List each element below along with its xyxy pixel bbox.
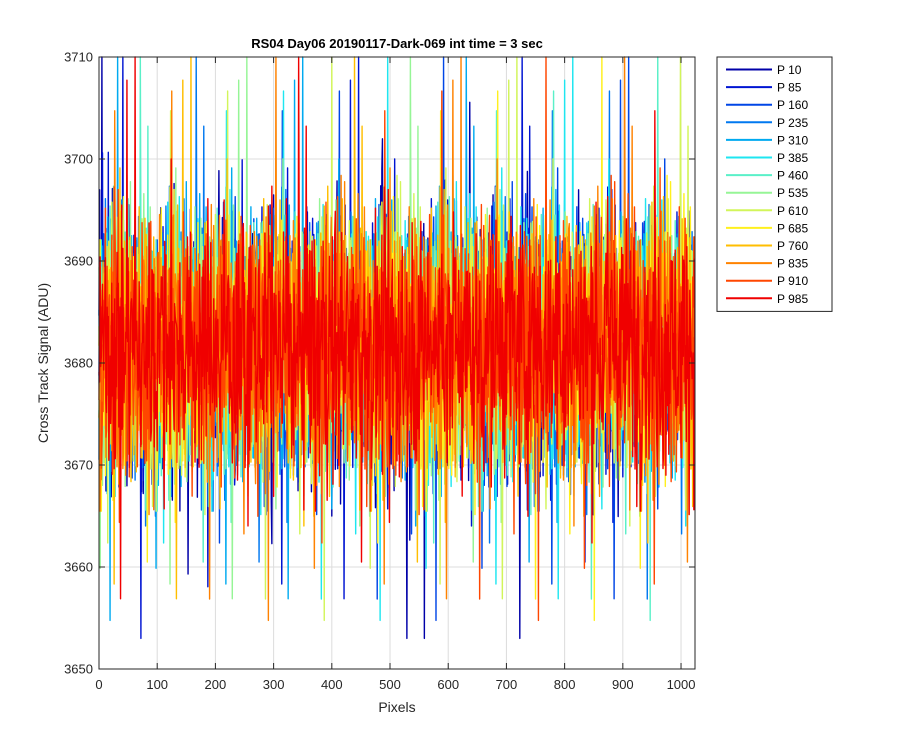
series-line-p-985 xyxy=(98,56,696,600)
legend-label-p-610: P 610 xyxy=(777,204,808,218)
legend-label-p-85: P 85 xyxy=(777,81,802,95)
legend-label-p-910: P 910 xyxy=(777,274,808,288)
y-tick-label-3: 3680 xyxy=(64,356,93,371)
y-tick-label-5: 3700 xyxy=(64,152,93,167)
y-tick-label-6: 3710 xyxy=(64,50,93,65)
y-tick-label-2: 3670 xyxy=(64,458,93,473)
chart-title: RS04 Day06 20190117-Dark-069 int time = … xyxy=(251,36,543,51)
legend-label-p-235: P 235 xyxy=(777,116,808,130)
legend-label-p-310: P 310 xyxy=(777,133,808,147)
x-axis-title: Pixels xyxy=(378,699,415,715)
x-tick-label-6: 600 xyxy=(437,677,459,692)
x-tick-label-3: 300 xyxy=(263,677,285,692)
legend-label-p-760: P 760 xyxy=(777,239,808,253)
x-tick-label-7: 700 xyxy=(496,677,518,692)
ticks: 0 100 200 300 400 500 600 700 800 900 1000 3650 3660… xyxy=(64,50,695,693)
y-tick-label-1: 3660 xyxy=(64,560,93,575)
legend: P 10 P 85 P 160 P 235 P 310 P 385 P 460 P 535 P … xyxy=(716,56,833,312)
legend-label-p-685: P 685 xyxy=(777,221,808,235)
x-tick-label-0: 0 xyxy=(95,677,102,692)
x-tick-label-10: 1000 xyxy=(667,677,696,692)
legend-label-p-10: P 10 xyxy=(777,63,802,77)
y-tick-label-0: 3650 xyxy=(64,662,93,677)
x-tick-label-5: 500 xyxy=(379,677,401,692)
legend-label-p-535: P 535 xyxy=(777,186,808,200)
legend-label-p-460: P 460 xyxy=(777,169,808,183)
x-tick-label-1: 100 xyxy=(146,677,168,692)
x-tick-label-9: 900 xyxy=(612,677,634,692)
x-tick-label-8: 800 xyxy=(554,677,576,692)
legend-label-p-385: P 385 xyxy=(777,151,808,165)
legend-label-p-160: P 160 xyxy=(777,98,808,112)
legend-box xyxy=(716,56,833,312)
x-tick-label-4: 400 xyxy=(321,677,343,692)
y-tick-label-4: 3690 xyxy=(64,254,93,269)
series-layer xyxy=(98,56,696,640)
x-tick-label-2: 200 xyxy=(205,677,227,692)
legend-label-p-835: P 835 xyxy=(777,257,808,271)
y-axis-title: Cross Track Signal (ADU) xyxy=(35,283,51,443)
legend-label-p-985: P 985 xyxy=(777,292,808,306)
